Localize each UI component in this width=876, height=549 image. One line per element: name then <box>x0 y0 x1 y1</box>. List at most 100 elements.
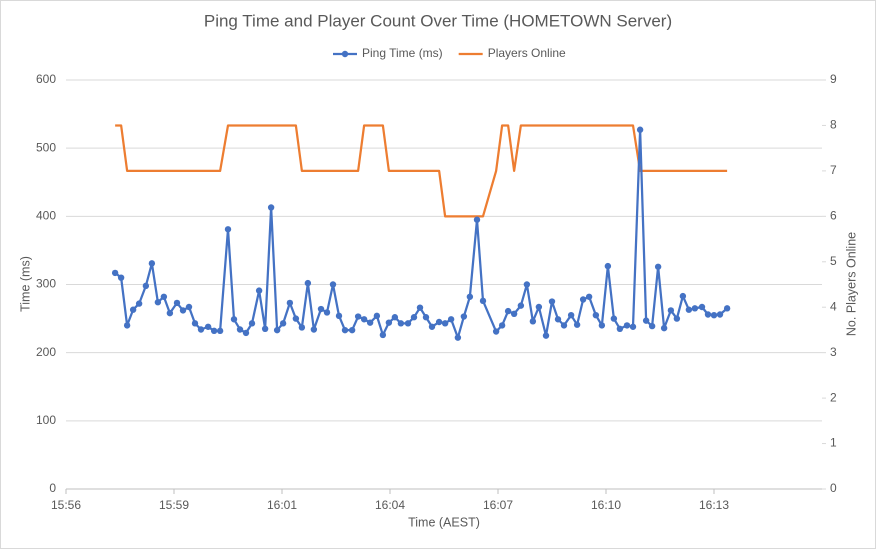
data-point <box>135 300 143 307</box>
data-point <box>623 322 631 329</box>
y-tick-label: 300 <box>36 277 56 291</box>
data-point <box>224 226 232 233</box>
data-point <box>428 323 436 330</box>
data-point <box>529 318 537 325</box>
data-point <box>723 305 731 312</box>
y2-tick-label: 5 <box>830 254 837 268</box>
y-tick-label: 400 <box>36 209 56 223</box>
y2-tick-label: 7 <box>830 163 837 177</box>
y2-tick-label: 9 <box>830 72 837 86</box>
data-point <box>255 287 263 294</box>
data-point <box>510 310 518 318</box>
data-point <box>479 297 487 305</box>
data-point <box>286 299 294 307</box>
data-point <box>197 326 205 333</box>
data-point <box>691 305 699 312</box>
data-point <box>267 204 275 211</box>
data-point <box>148 260 156 267</box>
data-point <box>366 319 374 326</box>
data-point <box>204 323 212 330</box>
x-tick-label: 16:01 <box>267 498 297 512</box>
data-point <box>354 313 362 320</box>
x-tick-label: 16:04 <box>375 498 405 512</box>
data-point <box>585 293 593 300</box>
legend-label: Ping Time (ms) <box>362 46 443 60</box>
data-point <box>123 322 131 329</box>
data-point <box>317 305 325 313</box>
x-tick-label: 16:13 <box>699 498 729 512</box>
data-point <box>466 293 474 300</box>
data-point <box>560 322 568 329</box>
chart-title: Ping Time and Player Count Over Time (HO… <box>204 11 672 30</box>
data-point <box>698 303 706 311</box>
data-point <box>460 313 468 320</box>
data-point <box>111 269 119 277</box>
legend-marker <box>341 50 349 58</box>
data-point <box>716 311 724 318</box>
data-point <box>216 327 224 335</box>
x-tick-label: 16:10 <box>591 498 621 512</box>
data-point <box>616 325 624 333</box>
data-point <box>273 326 281 334</box>
data-point <box>542 332 550 339</box>
data-point <box>292 315 300 322</box>
data-point <box>117 274 125 281</box>
data-point <box>323 309 331 316</box>
data-point <box>191 320 199 327</box>
data-point <box>230 316 238 323</box>
data-point <box>573 321 581 328</box>
y2-tick-label: 6 <box>830 209 837 223</box>
data-point <box>335 312 343 320</box>
y2-tick-label: 0 <box>830 481 837 495</box>
data-point <box>173 299 181 307</box>
legend-label: Players Online <box>488 46 566 60</box>
data-point <box>166 309 174 317</box>
y2-tick-label: 1 <box>830 436 837 450</box>
data-point <box>435 318 443 326</box>
data-point <box>248 320 256 327</box>
data-point <box>598 322 606 329</box>
data-point <box>685 306 693 313</box>
x-tick-label: 15:59 <box>159 498 189 512</box>
y2-tick-label: 2 <box>830 390 837 404</box>
x-axis-title: Time (AEST) <box>408 515 480 529</box>
data-point <box>416 304 424 311</box>
y2-tick-label: 3 <box>830 345 837 359</box>
y-tick-label: 500 <box>36 140 56 154</box>
y-tick-label: 600 <box>36 72 56 86</box>
data-point <box>179 307 187 314</box>
data-point <box>410 314 418 321</box>
data-point <box>642 317 650 324</box>
data-point <box>154 299 162 306</box>
y-tick-label: 0 <box>49 481 56 495</box>
data-point <box>236 326 244 333</box>
data-point <box>604 262 612 270</box>
data-point <box>673 315 681 322</box>
data-point <box>160 293 168 300</box>
data-point <box>261 325 269 333</box>
data-point <box>667 307 675 314</box>
data-point <box>329 281 337 288</box>
data-point <box>397 320 405 327</box>
y2-tick-label: 8 <box>830 118 837 132</box>
data-point <box>279 320 287 327</box>
data-point <box>660 324 668 332</box>
data-point <box>629 323 637 330</box>
data-point <box>592 311 600 319</box>
y2-axis-title: No. Players Online <box>844 232 858 336</box>
data-point <box>242 329 250 337</box>
data-point <box>441 320 449 327</box>
data-point <box>310 326 318 333</box>
x-tick-label: 15:56 <box>51 498 81 512</box>
data-point <box>579 296 587 303</box>
data-point <box>385 319 393 326</box>
data-point <box>341 326 349 334</box>
data-point <box>710 311 718 319</box>
data-point <box>373 312 381 320</box>
data-point <box>535 303 543 311</box>
data-point <box>447 316 455 323</box>
data-point <box>636 126 644 133</box>
data-point <box>473 216 481 223</box>
